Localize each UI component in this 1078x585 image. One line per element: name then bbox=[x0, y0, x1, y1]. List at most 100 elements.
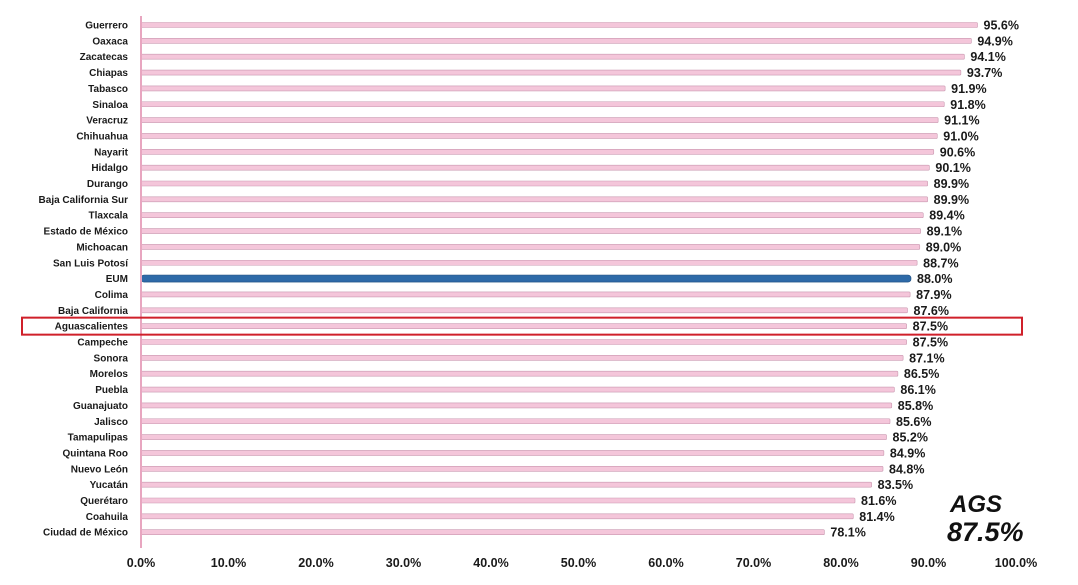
bar-ciudad-de-mexico bbox=[140, 529, 825, 536]
bar-aguascalientes bbox=[140, 323, 907, 329]
value-label-baja-california-sur: 89.9% bbox=[934, 193, 969, 207]
x-tick-label: 40.0% bbox=[473, 556, 508, 570]
value-label-quintana-roo: 84.9% bbox=[890, 446, 925, 460]
bar-baja-california bbox=[140, 307, 908, 314]
bar-estado-de-mexico bbox=[140, 228, 921, 234]
category-labels: Guerrero Oaxaca Zacatecas Chiapas Tabasco Sin… bbox=[39, 21, 130, 539]
category-label-sonora: Sonora bbox=[94, 353, 129, 364]
bar-nayarit bbox=[140, 149, 935, 155]
value-label-nayarit: 90.6% bbox=[940, 145, 975, 159]
x-tick-label: 90.0% bbox=[911, 556, 946, 570]
value-label-tlaxcala: 89.4% bbox=[929, 209, 964, 223]
value-label-hidalgo: 90.1% bbox=[935, 161, 970, 175]
value-label-sinaloa: 91.8% bbox=[950, 98, 985, 112]
value-label-morelos: 86.5% bbox=[904, 367, 939, 381]
bar-puebla bbox=[140, 386, 895, 393]
x-tick-label: 30.0% bbox=[386, 556, 421, 570]
value-label-jalisco: 85.6% bbox=[896, 415, 931, 429]
bar-jalisco bbox=[140, 418, 891, 425]
bar-michoacan bbox=[140, 244, 921, 250]
bar-series bbox=[140, 22, 978, 536]
x-tick-label: 70.0% bbox=[736, 556, 771, 570]
bar-sinaloa bbox=[140, 101, 945, 108]
value-label-colima: 87.9% bbox=[916, 288, 951, 302]
bar-baja-california-sur bbox=[140, 196, 928, 203]
bar-chiapas bbox=[140, 69, 962, 76]
category-label-nuevo-leon: Nuevo León bbox=[71, 464, 128, 475]
bar-eum bbox=[140, 274, 912, 283]
annotation-value: 87.5% bbox=[947, 517, 1024, 547]
bar-hidalgo bbox=[140, 164, 930, 171]
bar-tlaxcala bbox=[140, 212, 924, 218]
value-label-zacatecas: 94.1% bbox=[970, 50, 1005, 64]
category-label-baja-california-sur: Baja California Sur bbox=[39, 195, 129, 206]
value-label-oaxaca: 94.9% bbox=[977, 34, 1012, 48]
bar-guanajuato bbox=[140, 402, 893, 409]
bar-nuevo-leon bbox=[140, 465, 884, 472]
value-label-durango: 89.9% bbox=[934, 177, 969, 191]
value-label-guanajuato: 85.8% bbox=[898, 399, 933, 413]
category-label-san-luis-potosi: San Luis Potosí bbox=[53, 258, 129, 269]
value-label-aguascalientes: 87.5% bbox=[913, 320, 948, 334]
category-label-oaxaca: Oaxaca bbox=[92, 36, 128, 47]
category-label-quintana-roo: Quintana Roo bbox=[62, 448, 128, 459]
category-label-morelos: Morelos bbox=[90, 369, 129, 380]
category-label-zacatecas: Zacatecas bbox=[80, 52, 129, 63]
x-tick-label: 60.0% bbox=[648, 556, 683, 570]
value-label-coahuila: 81.4% bbox=[859, 510, 894, 524]
bar-veracruz bbox=[140, 117, 939, 123]
category-label-puebla: Puebla bbox=[95, 385, 128, 396]
value-label-sonora: 87.1% bbox=[909, 351, 944, 365]
x-tick-label: 10.0% bbox=[211, 556, 246, 570]
bar-durango bbox=[140, 180, 928, 187]
value-label-yucatan: 83.5% bbox=[878, 478, 913, 492]
category-label-tamapulipas: Tamapulipas bbox=[68, 433, 129, 444]
category-label-chihuahua: Chihuahua bbox=[76, 131, 128, 142]
category-label-yucatan: Yucatán bbox=[90, 480, 128, 491]
x-tick-label: 80.0% bbox=[823, 556, 858, 570]
category-label-michoacan: Michoacan bbox=[76, 242, 128, 253]
annotation-state: AGS bbox=[949, 491, 1002, 518]
category-label-queretaro: Querétaro bbox=[80, 496, 128, 507]
value-label-michoacan: 89.0% bbox=[926, 240, 961, 254]
value-label-puebla: 86.1% bbox=[900, 383, 935, 397]
bar-chihuahua bbox=[140, 133, 938, 139]
x-tick-label: 20.0% bbox=[298, 556, 333, 570]
bar-quintana-roo bbox=[140, 450, 885, 456]
category-label-ciudad-de-mexico: Ciudad de México bbox=[43, 528, 128, 539]
category-label-campeche: Campeche bbox=[77, 338, 128, 349]
bar-colima bbox=[140, 291, 911, 298]
value-label-eum: 88.0% bbox=[917, 272, 952, 286]
value-label-baja-california: 87.6% bbox=[914, 304, 949, 318]
value-label-tabasco: 91.9% bbox=[951, 82, 986, 96]
x-tick-label: 0.0% bbox=[127, 556, 156, 570]
value-label-nuevo-leon: 84.8% bbox=[889, 462, 924, 476]
value-label-chihuahua: 91.0% bbox=[943, 129, 978, 143]
category-label-guanajuato: Guanajuato bbox=[73, 401, 128, 412]
x-tick-label: 50.0% bbox=[561, 556, 596, 570]
category-label-colima: Colima bbox=[95, 290, 129, 301]
value-label-ciudad-de-mexico: 78.1% bbox=[830, 526, 865, 540]
category-label-hidalgo: Hidalgo bbox=[91, 163, 128, 174]
category-label-sinaloa: Sinaloa bbox=[92, 100, 128, 111]
bar-sonora bbox=[140, 355, 904, 361]
x-axis-ticks: 0.0% 10.0% 20.0% 30.0% 40.0% 50.0% 60.0% 70.0% 8… bbox=[127, 556, 1037, 570]
value-label-veracruz: 91.1% bbox=[944, 114, 979, 128]
x-tick-label: 100.0% bbox=[995, 556, 1037, 570]
category-label-baja-california: Baja California bbox=[58, 306, 128, 317]
category-label-eum: EUM bbox=[106, 274, 128, 285]
value-label-estado-de-mexico: 89.1% bbox=[927, 225, 962, 239]
bar-oaxaca bbox=[140, 38, 972, 44]
category-label-coahuila: Coahuila bbox=[86, 512, 129, 523]
bar-queretaro bbox=[140, 497, 856, 504]
value-label-san-luis-potosi: 88.7% bbox=[923, 256, 958, 270]
value-labels: 95.6%94.9% 94.1% 93.7% 91.9% 91.8% 91.1%91.0%… bbox=[830, 19, 1019, 540]
value-label-tamapulipas: 85.2% bbox=[893, 431, 928, 445]
value-label-queretaro: 81.6% bbox=[861, 494, 896, 508]
value-label-guerrero: 95.6% bbox=[984, 19, 1019, 33]
bar-tamapulipas bbox=[140, 434, 887, 440]
bar-campeche bbox=[140, 339, 907, 345]
category-label-tlaxcala: Tlaxcala bbox=[89, 211, 129, 222]
category-label-jalisco: Jalisco bbox=[94, 417, 128, 428]
